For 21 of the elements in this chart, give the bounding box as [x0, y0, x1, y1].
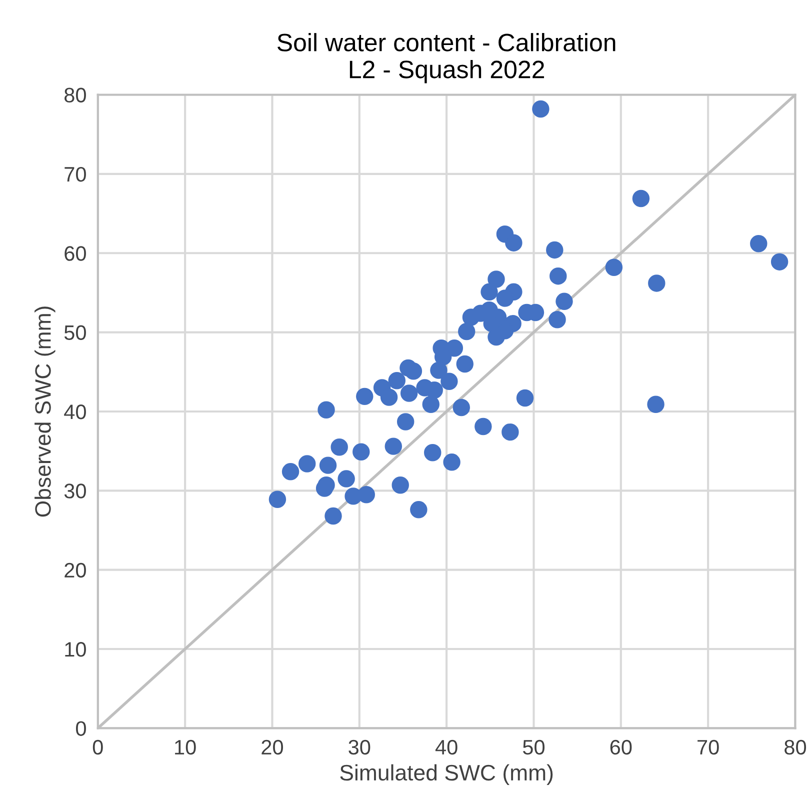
chart-title: Soil water content - Calibration L2 - Squash 2022 [277, 33, 616, 84]
y-axis-title: Observed SWC (mm) [34, 306, 56, 517]
y-tick-label: 50 [64, 325, 86, 340]
x-tick-label: 20 [262, 740, 283, 755]
y-tick-label: 70 [64, 166, 86, 182]
y-tick-label: 60 [64, 246, 86, 261]
y-tick-label: 20 [64, 562, 86, 578]
y-tick-label: 30 [64, 484, 86, 498]
y-tick-label: 40 [64, 404, 86, 420]
y-tick-label: 0 [76, 721, 86, 736]
x-tick-label: 70 [698, 740, 719, 755]
x-tick-label: 30 [348, 740, 370, 755]
x-tick-label: 80 [784, 740, 806, 755]
x-axis-title: Simulated SWC (mm) [340, 764, 553, 785]
x-tick-label: 40 [435, 740, 458, 755]
x-tick-label: 0 [92, 740, 103, 755]
y-tick-label: 80 [64, 88, 86, 103]
y-tick-label: 10 [65, 642, 86, 657]
x-tick-label: 60 [610, 740, 632, 755]
x-tick-label: 10 [175, 740, 196, 755]
x-tick-label: 50 [522, 740, 545, 755]
